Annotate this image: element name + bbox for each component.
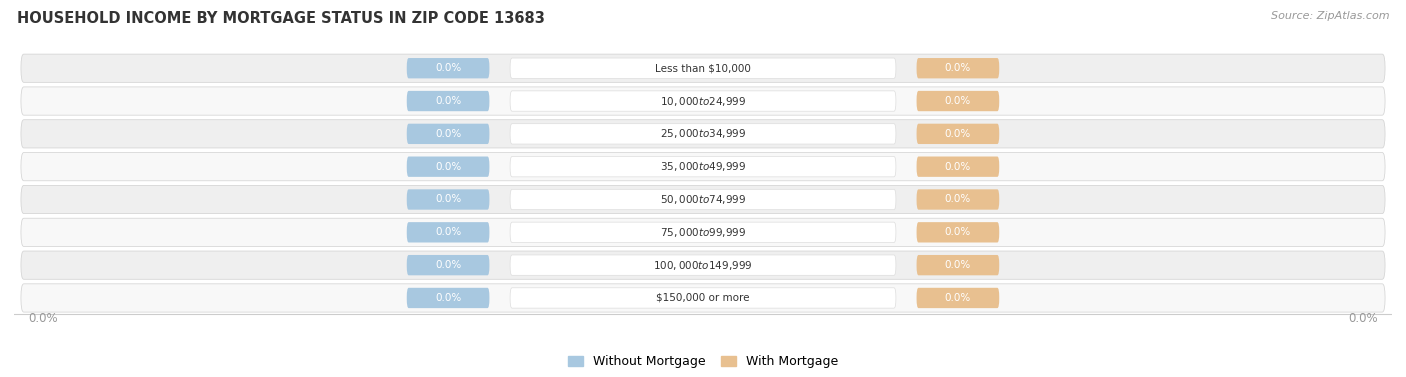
Text: $10,000 to $24,999: $10,000 to $24,999 [659, 95, 747, 107]
Text: 0.0%: 0.0% [434, 195, 461, 204]
Text: 0.0%: 0.0% [434, 129, 461, 139]
FancyBboxPatch shape [510, 255, 896, 275]
Text: 0.0%: 0.0% [28, 312, 58, 325]
Text: Less than $10,000: Less than $10,000 [655, 63, 751, 73]
FancyBboxPatch shape [406, 288, 489, 308]
FancyBboxPatch shape [917, 222, 1000, 242]
Text: 0.0%: 0.0% [434, 227, 461, 237]
Text: $25,000 to $34,999: $25,000 to $34,999 [659, 127, 747, 140]
FancyBboxPatch shape [510, 58, 896, 78]
FancyBboxPatch shape [21, 54, 1385, 82]
FancyBboxPatch shape [917, 124, 1000, 144]
FancyBboxPatch shape [21, 120, 1385, 148]
FancyBboxPatch shape [406, 255, 489, 275]
Text: 0.0%: 0.0% [945, 260, 972, 270]
Text: 0.0%: 0.0% [434, 162, 461, 172]
Text: HOUSEHOLD INCOME BY MORTGAGE STATUS IN ZIP CODE 13683: HOUSEHOLD INCOME BY MORTGAGE STATUS IN Z… [17, 11, 544, 26]
FancyBboxPatch shape [406, 189, 489, 210]
Text: 0.0%: 0.0% [945, 63, 972, 73]
FancyBboxPatch shape [406, 91, 489, 111]
Text: 0.0%: 0.0% [945, 162, 972, 172]
FancyBboxPatch shape [510, 189, 896, 210]
Text: Source: ZipAtlas.com: Source: ZipAtlas.com [1271, 11, 1389, 21]
FancyBboxPatch shape [917, 91, 1000, 111]
FancyBboxPatch shape [510, 124, 896, 144]
FancyBboxPatch shape [510, 288, 896, 308]
Text: 0.0%: 0.0% [434, 260, 461, 270]
FancyBboxPatch shape [917, 288, 1000, 308]
FancyBboxPatch shape [406, 124, 489, 144]
FancyBboxPatch shape [21, 251, 1385, 279]
Text: 0.0%: 0.0% [434, 293, 461, 303]
FancyBboxPatch shape [917, 189, 1000, 210]
FancyBboxPatch shape [917, 58, 1000, 78]
FancyBboxPatch shape [510, 91, 896, 111]
Legend: Without Mortgage, With Mortgage: Without Mortgage, With Mortgage [568, 355, 838, 368]
FancyBboxPatch shape [406, 58, 489, 78]
FancyBboxPatch shape [21, 185, 1385, 214]
FancyBboxPatch shape [21, 87, 1385, 115]
FancyBboxPatch shape [406, 156, 489, 177]
FancyBboxPatch shape [21, 153, 1385, 181]
Text: $75,000 to $99,999: $75,000 to $99,999 [659, 226, 747, 239]
Text: 0.0%: 0.0% [945, 293, 972, 303]
FancyBboxPatch shape [406, 222, 489, 242]
FancyBboxPatch shape [917, 156, 1000, 177]
Text: 0.0%: 0.0% [1348, 312, 1378, 325]
Text: 0.0%: 0.0% [945, 195, 972, 204]
Text: 0.0%: 0.0% [945, 96, 972, 106]
Text: 0.0%: 0.0% [434, 63, 461, 73]
Text: $50,000 to $74,999: $50,000 to $74,999 [659, 193, 747, 206]
Text: $150,000 or more: $150,000 or more [657, 293, 749, 303]
FancyBboxPatch shape [21, 284, 1385, 312]
Text: 0.0%: 0.0% [945, 227, 972, 237]
Text: $100,000 to $149,999: $100,000 to $149,999 [654, 259, 752, 272]
Text: $35,000 to $49,999: $35,000 to $49,999 [659, 160, 747, 173]
Text: 0.0%: 0.0% [945, 129, 972, 139]
FancyBboxPatch shape [917, 255, 1000, 275]
FancyBboxPatch shape [510, 156, 896, 177]
FancyBboxPatch shape [510, 222, 896, 242]
Text: 0.0%: 0.0% [434, 96, 461, 106]
FancyBboxPatch shape [21, 218, 1385, 247]
